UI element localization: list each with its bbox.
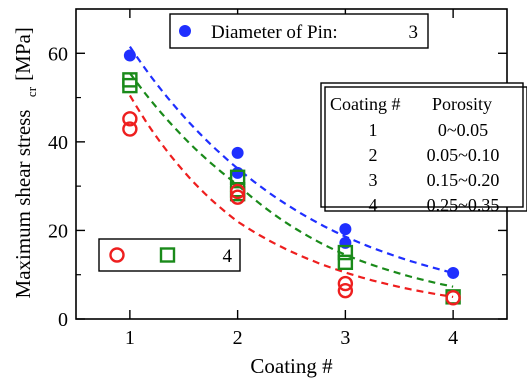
x-tick-label: 1 (125, 327, 135, 349)
data-point (337, 244, 354, 261)
y-tick-label: 20 (48, 220, 68, 242)
porosity-table-box (320, 82, 524, 208)
data-point (337, 275, 354, 292)
table-cell-coating: 3 (369, 170, 378, 190)
legend-top-value: 3 (409, 22, 419, 43)
table-cell-porosity: 0.15~0.20 (427, 170, 500, 190)
x-tick-label: 3 (340, 327, 350, 349)
porosity-table-shadow (324, 86, 527, 212)
data-point (122, 77, 138, 94)
fit-curve (128, 94, 454, 298)
data-point (445, 290, 461, 306)
y-axis-title: Maximum shear stress cr [MPa] (11, 27, 39, 298)
data-point (229, 189, 246, 205)
x-tick-label: 2 (233, 327, 243, 349)
legend-bottom-value: 4 (223, 246, 233, 267)
table-header-coating: Coating # (330, 94, 401, 114)
table-cell-coating: 2 (369, 145, 378, 165)
data-point (231, 166, 244, 179)
table-cell-porosity: 0.25~0.35 (427, 195, 500, 215)
legend-bottom-box (98, 238, 241, 272)
table-cell-coating: 4 (369, 195, 378, 215)
data-point (231, 146, 244, 159)
data-points (122, 49, 461, 306)
legend-bottom-square-marker (159, 247, 176, 263)
data-point (122, 111, 138, 127)
legend-top-label: Diameter of Pin: (211, 22, 338, 43)
table-cell-porosity: 0~0.05 (438, 120, 488, 140)
fit-curve (128, 45, 454, 274)
x-axis-title: Coating # (250, 354, 333, 378)
data-point (339, 223, 352, 236)
data-point (447, 266, 460, 279)
table-cell-porosity: 0.05~0.10 (427, 145, 500, 165)
x-tick-label: 4 (448, 327, 458, 349)
table-header-porosity: Porosity (432, 94, 492, 114)
data-point (229, 183, 246, 200)
table-cell-coating: 1 (369, 120, 378, 140)
legend-top: Diameter of Pin: 3 (169, 13, 429, 49)
legend-bottom-circle-marker (109, 247, 125, 263)
porosity-table: Coating # Porosity 1 0~0.05 2 0.05~0.10 … (320, 82, 527, 215)
y-axis-title-subscript: cr (24, 86, 39, 97)
data-point (337, 254, 354, 271)
fit-curve (129, 72, 454, 288)
data-point (122, 121, 138, 137)
data-point (123, 49, 136, 62)
fit-curves (128, 45, 454, 298)
data-point (337, 282, 354, 299)
y-axis-title-unit: [MPa] (11, 27, 35, 81)
y-tick-label: 0 (58, 309, 68, 331)
legend-bottom: 4 (98, 238, 241, 272)
legend-top-marker (179, 25, 191, 37)
legend-top-box (169, 13, 429, 49)
y-tick-label: 60 (48, 43, 68, 65)
y-axis-title-main: Maximum shear stress (11, 110, 35, 299)
y-tick-label: 40 (48, 132, 68, 154)
